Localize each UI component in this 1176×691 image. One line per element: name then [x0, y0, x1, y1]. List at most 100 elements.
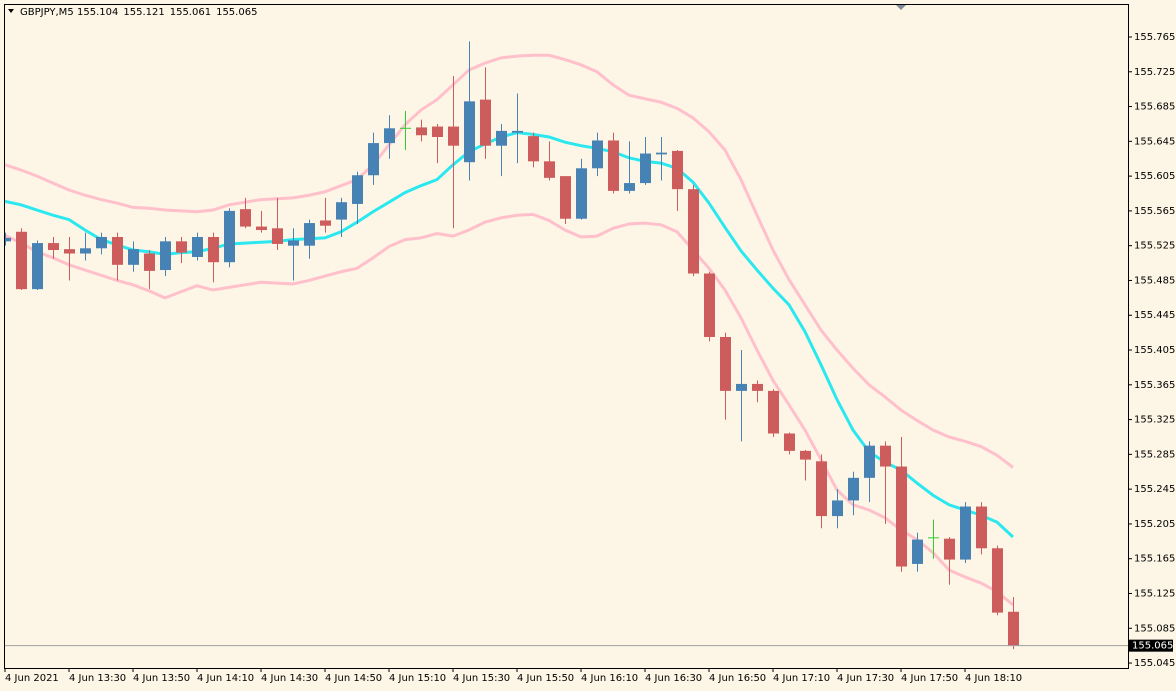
candle-body — [944, 538, 955, 560]
x-tick-label: 4 Jun 17:10 — [773, 673, 830, 684]
candle-body — [448, 126, 459, 146]
header-open: 155.104 — [77, 7, 118, 18]
x-tick-label: 4 Jun 15:10 — [389, 673, 446, 684]
x-tick-label: 4 Jun 15:30 — [453, 673, 510, 684]
x-tick-label: 4 Jun 16:10 — [581, 673, 638, 684]
candle-body — [688, 189, 699, 274]
y-tick-label: 155.125 — [1134, 588, 1175, 599]
candle-body — [768, 390, 779, 434]
candle-body — [224, 210, 235, 263]
x-tick-label: 4 Jun 14:30 — [261, 673, 318, 684]
x-tick-label: 4 Jun 16:50 — [709, 673, 766, 684]
candle-body — [176, 241, 187, 253]
x-tick-label: 4 Jun 13:50 — [133, 673, 190, 684]
y-tick-label: 155.525 — [1134, 241, 1175, 252]
x-tick-label: 4 Jun 18:10 — [965, 673, 1022, 684]
candle-body — [992, 548, 1003, 613]
x-tick-label: 4 Jun 15:50 — [517, 673, 574, 684]
y-tick-label: 155.405 — [1134, 345, 1175, 356]
y-tick-label: 155.085 — [1134, 623, 1175, 634]
candle-body — [656, 152, 667, 155]
candle-body — [128, 249, 139, 265]
y-tick-label: 155.365 — [1134, 380, 1175, 391]
candle-body — [336, 202, 347, 220]
candle-body — [208, 236, 219, 263]
candle-body — [640, 153, 651, 184]
plot-frame — [4, 4, 1129, 669]
y-tick-label: 155.605 — [1134, 171, 1175, 182]
candle-body — [96, 236, 107, 249]
candle-body — [80, 248, 91, 254]
y-tick-label: 155.645 — [1134, 136, 1175, 147]
candle-body — [624, 183, 635, 191]
candle-body — [5, 237, 11, 242]
candle-body — [960, 506, 971, 560]
y-tick-label: 155.445 — [1134, 310, 1175, 321]
x-tick-label: 4 Jun 14:10 — [197, 673, 254, 684]
y-tick-label: 155.485 — [1134, 275, 1175, 286]
x-tick-label: 4 Jun 17:30 — [837, 673, 894, 684]
candle-body — [1008, 611, 1019, 646]
candle-body — [464, 101, 475, 163]
candle-body — [864, 445, 875, 478]
candle-body — [752, 383, 763, 391]
candle-body — [704, 273, 715, 337]
candle-body — [976, 506, 987, 549]
y-tick-label: 155.725 — [1134, 67, 1175, 78]
candle-body — [16, 231, 27, 290]
candle-body — [32, 243, 43, 290]
candle-body — [288, 240, 299, 246]
candle-body — [800, 450, 811, 460]
candle-body — [608, 140, 619, 191]
candle-body — [816, 461, 827, 517]
candle-body — [64, 249, 75, 254]
menu-arrow[interactable] — [8, 9, 14, 13]
header-low: 155.061 — [170, 7, 211, 18]
candle-body — [832, 500, 843, 517]
candle-body — [880, 445, 891, 467]
x-tick-label: 4 Jun 14:50 — [325, 673, 382, 684]
candle-body — [496, 130, 507, 146]
candle-body — [48, 243, 59, 251]
y-tick-label: 155.045 — [1134, 658, 1175, 669]
header-high: 155.121 — [123, 7, 164, 18]
candle-body — [272, 228, 283, 244]
plot-area — [5, 41, 1128, 650]
candle-body — [384, 128, 395, 144]
y-tick-label: 155.765 — [1134, 32, 1175, 43]
y-tick-label: 155.245 — [1134, 484, 1175, 495]
candle-body — [848, 477, 859, 501]
x-tick-label: 4 Jun 17:50 — [901, 673, 958, 684]
candle-body — [352, 175, 363, 204]
candle-body — [368, 143, 379, 176]
candle-body — [112, 236, 123, 265]
candle-body — [896, 466, 907, 567]
y-tick-label: 155.285 — [1134, 449, 1175, 460]
candle-body — [592, 140, 603, 169]
x-tick-label: 4 Jun 2021 — [5, 673, 59, 684]
candle-body — [912, 539, 923, 564]
candle-body — [512, 130, 523, 133]
candle-body — [256, 226, 267, 231]
candle-body — [480, 99, 491, 146]
candle-body — [240, 209, 251, 227]
candle-body — [304, 223, 315, 246]
candle-body — [736, 383, 747, 391]
header-close: 155.065 — [216, 7, 257, 18]
candle-body — [528, 136, 539, 162]
shift-marker — [896, 5, 906, 10]
candle-body — [560, 176, 571, 219]
candle-body — [416, 127, 427, 136]
y-tick-label: 155.565 — [1134, 206, 1175, 217]
candle-body — [160, 241, 171, 271]
y-tick-label: 155.165 — [1134, 554, 1175, 565]
candle-body — [320, 220, 331, 226]
candle-body — [432, 126, 443, 137]
y-tick-label: 155.325 — [1134, 415, 1175, 426]
candle-body — [720, 336, 731, 391]
indicator-line — [5, 131, 1015, 539]
y-tick-label: 155.685 — [1134, 102, 1175, 113]
